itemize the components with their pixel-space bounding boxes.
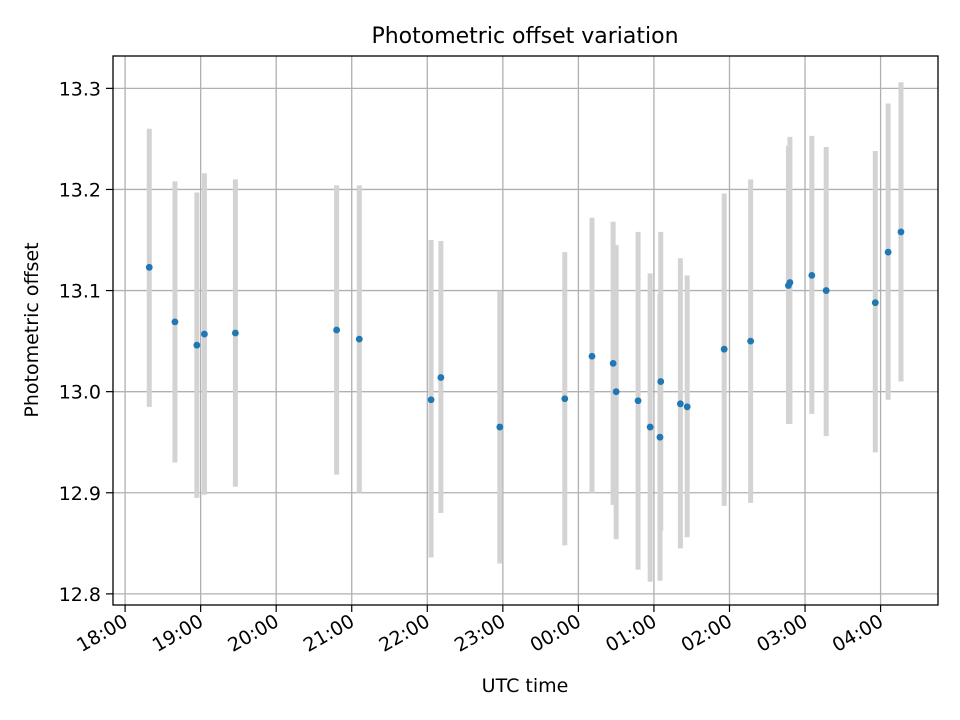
y-tick-label: 12.9 bbox=[59, 483, 101, 505]
data-point bbox=[884, 248, 892, 256]
data-point bbox=[646, 423, 654, 431]
data-point bbox=[897, 228, 905, 236]
y-tick-label: 13.2 bbox=[59, 179, 101, 201]
data-point bbox=[355, 335, 363, 343]
data-point bbox=[808, 271, 816, 279]
y-tick-label: 13.3 bbox=[59, 78, 101, 100]
data-point bbox=[427, 396, 435, 404]
data-point bbox=[496, 423, 504, 431]
data-point bbox=[786, 279, 794, 286]
data-point bbox=[747, 337, 755, 345]
data-point bbox=[871, 299, 879, 307]
data-point bbox=[609, 359, 617, 367]
x-axis-label: UTC time bbox=[482, 675, 569, 697]
data-point bbox=[676, 400, 684, 408]
data-point bbox=[193, 341, 201, 349]
data-point bbox=[588, 352, 596, 360]
data-point bbox=[171, 318, 179, 326]
grid-lines bbox=[113, 56, 938, 605]
plot-area-frame bbox=[112, 55, 939, 606]
data-point bbox=[612, 388, 620, 396]
data-point bbox=[657, 378, 665, 385]
data-point bbox=[145, 263, 153, 271]
data-point bbox=[656, 433, 664, 441]
data-point bbox=[683, 403, 691, 411]
data-point bbox=[231, 329, 239, 337]
y-tick-label: 12.8 bbox=[59, 584, 101, 606]
data-points bbox=[145, 228, 905, 441]
chart-title: Photometric offset variation bbox=[371, 24, 678, 49]
data-point bbox=[720, 345, 728, 353]
data-point bbox=[561, 395, 569, 403]
data-point bbox=[333, 326, 341, 334]
y-axis-label: Photometric offset bbox=[21, 242, 43, 417]
y-axis-ticks: 12.8 12.9 13.0 13.1 13.2 13.3 bbox=[59, 78, 113, 606]
y-tick-label: 13.1 bbox=[59, 281, 101, 303]
y-tick-label: 13.0 bbox=[59, 382, 101, 404]
data-point bbox=[634, 397, 642, 405]
data-point bbox=[822, 287, 830, 294]
data-point bbox=[437, 374, 445, 381]
data-point bbox=[201, 330, 208, 338]
